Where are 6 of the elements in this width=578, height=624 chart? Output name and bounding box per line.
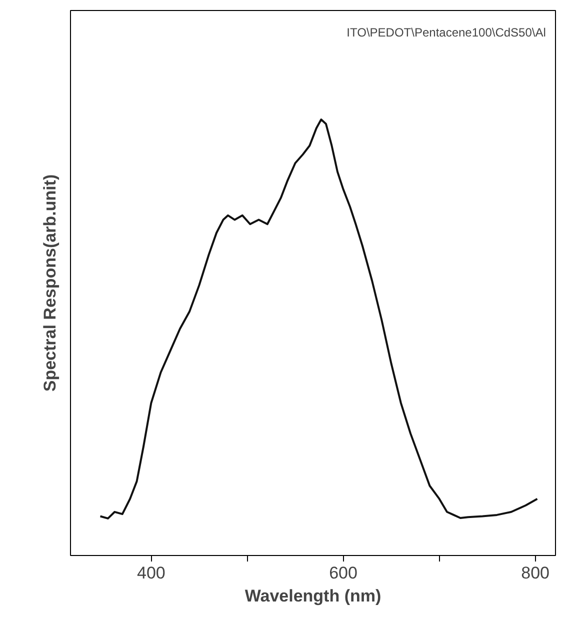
- x-tick-label: 600: [329, 564, 358, 582]
- x-axis-title: Wavelength (nm): [244, 586, 382, 606]
- text: ITO\PEDOT\Pentacene100\CdS50\Al: [346, 25, 546, 40]
- x-tick-label: 800: [521, 564, 550, 582]
- x-tick-label: 400: [136, 564, 166, 582]
- y-axis-title: Spectral Respons(arb.unit): [40, 174, 60, 392]
